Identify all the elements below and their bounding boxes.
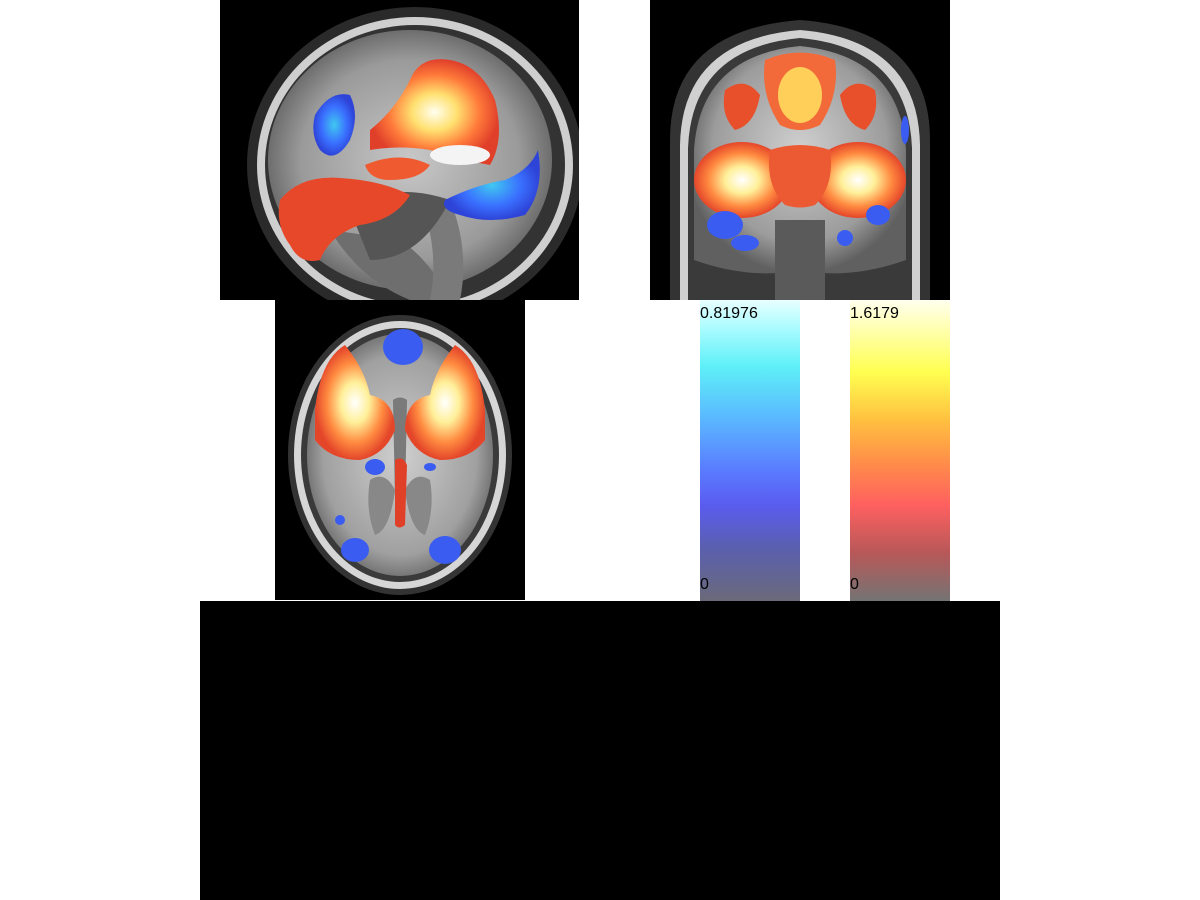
- axial-image: [288, 315, 512, 595]
- negative-colorbar-min-label: 0: [700, 576, 709, 593]
- activation-temporal: [278, 177, 410, 261]
- activation-right-insula-axial: [405, 345, 485, 460]
- activation-neg-right: [866, 205, 890, 225]
- activation-left-insula-axial: [315, 345, 395, 460]
- positive-colorbar-max-label: 1.6179: [850, 305, 899, 322]
- sagittal-slice: [220, 0, 579, 300]
- activation-occipital-neg: [444, 150, 540, 220]
- negative-colorbar-max-label: 0.81976: [700, 305, 758, 322]
- activation-neg-frontal: [383, 329, 423, 365]
- coronal-slice: [650, 0, 950, 300]
- activation-neg-occipital-left: [341, 538, 369, 562]
- activation-neg-left: [707, 211, 743, 239]
- positive-colorbar: 1.6179 0: [850, 300, 950, 601]
- negative-colorbar: 0.81976 0: [700, 300, 800, 601]
- positive-colorbar-min-label: 0: [850, 576, 859, 593]
- axial-slice: [275, 300, 525, 600]
- activation-frontal: [370, 59, 499, 165]
- activation-left-insula: [694, 142, 790, 218]
- activation-frontal-neg: [313, 94, 355, 156]
- activation-neg-occipital-right: [429, 536, 461, 564]
- sagittal-image: [247, 7, 579, 300]
- empty-panel: [200, 601, 1000, 900]
- activation-right-insula: [810, 142, 906, 218]
- coronal-image: [670, 20, 930, 300]
